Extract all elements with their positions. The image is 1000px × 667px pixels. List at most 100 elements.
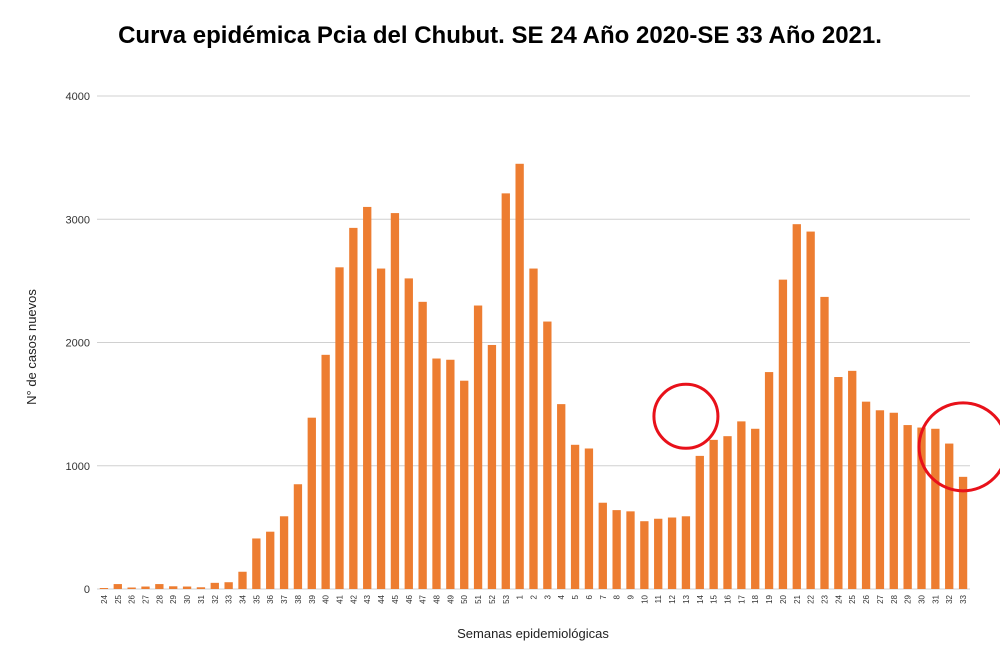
x-tick-label: 33 [959,594,968,603]
x-tick-label: 30 [183,594,192,603]
x-tick-label: 35 [252,594,261,603]
x-tick-label: 15 [710,594,719,603]
x-tick-label: 39 [308,594,317,603]
bar [376,268,386,589]
bar [903,425,912,589]
bar [238,571,247,589]
x-tick-label: 52 [488,594,497,603]
x-tick-label: 19 [765,594,774,603]
bar [834,377,843,589]
x-tick-label: 53 [502,594,511,603]
x-tick-label: 5 [571,594,580,599]
x-tick-label: 29 [904,594,913,603]
x-tick-label: 9 [627,594,636,599]
x-axis-label: Semanas epidemiológicas [457,626,609,641]
x-tick-label: 26 [862,594,871,603]
bar [612,510,621,589]
bar [584,448,594,589]
x-tick-label: 4 [557,594,566,599]
y-tick-label: 1000 [66,461,90,473]
bar [529,268,538,589]
x-tick-label: 13 [682,594,691,603]
x-tick-label: 34 [239,594,248,603]
x-tick-label: 17 [737,594,746,603]
bar [543,321,552,589]
x-tick-label: 18 [751,594,760,603]
bar [487,344,497,589]
bar [390,213,400,589]
y-tick-labels: 0 1000 2000 3000 4000 [66,91,90,596]
x-tick-label: 24 [834,594,843,603]
bar [723,436,732,589]
y-tick-label: 0 [84,584,90,596]
bar [737,421,746,589]
chart-title: Curva epidémica Pcia del Chubut. SE 24 A… [118,22,882,49]
x-tick-label: 2 [530,594,539,599]
bar [224,582,233,589]
x-tick-label: 8 [613,594,622,599]
x-tick-label: 22 [807,594,816,603]
bar [751,428,760,589]
bar [598,502,607,589]
y-axis-label: N° de casos nuevos [24,289,39,405]
bar [307,417,316,589]
bar [363,206,372,590]
x-tick-label: 23 [821,594,830,603]
bar [446,359,455,589]
x-tick-label: 27 [876,594,885,603]
bar [917,427,926,589]
bar [931,428,940,589]
x-tick-label: 6 [585,594,594,599]
bar [806,231,815,589]
x-tick-label: 24 [100,594,109,603]
bar [695,455,704,589]
bars [99,163,968,590]
x-tick-label: 29 [169,594,178,603]
bar [196,587,206,589]
bar [570,444,580,589]
bar [460,380,469,589]
x-tick-label: 32 [945,594,954,603]
x-tick-label: 40 [322,594,331,603]
bar [626,511,635,589]
bar [418,301,427,589]
bar [875,410,885,589]
x-tick-label: 36 [266,594,275,603]
x-tick-label: 45 [391,594,400,603]
x-tick-label: 7 [599,594,608,599]
bar [252,538,261,589]
annotation-circle [917,401,1000,493]
bar [349,227,358,589]
x-tick-label: 26 [128,594,137,603]
bar [127,587,136,589]
bar [210,582,219,589]
x-tick-labels: 24 25 26 27 28 29 30 31 32 33 34 35 36 37 38 39 40 41 42 43… [100,594,968,603]
bar [861,401,871,589]
bar [321,354,330,589]
bar [182,586,192,589]
y-tick-label: 3000 [66,214,90,226]
x-tick-label: 49 [446,594,455,603]
bar [473,305,483,589]
x-tick-label: 16 [724,594,733,603]
y-tick-label: 4000 [66,91,90,103]
bar [764,372,774,589]
bar [889,412,898,589]
x-tick-label: 37 [280,594,289,603]
x-tick-label: 27 [142,594,151,603]
bar [432,358,441,589]
x-tick-label: 21 [793,594,802,603]
annotation-circle [652,382,720,450]
bar [155,584,164,589]
x-tick-label: 31 [931,594,940,603]
x-tick-label: 30 [918,594,927,603]
bar [169,586,178,589]
x-tick-label: 32 [211,594,220,603]
bar [958,476,968,589]
x-tick-label: 14 [696,594,705,603]
x-tick-label: 42 [349,594,358,603]
x-tick-label: 12 [668,594,677,603]
x-tick-label: 1 [516,594,525,599]
bar [113,584,122,589]
